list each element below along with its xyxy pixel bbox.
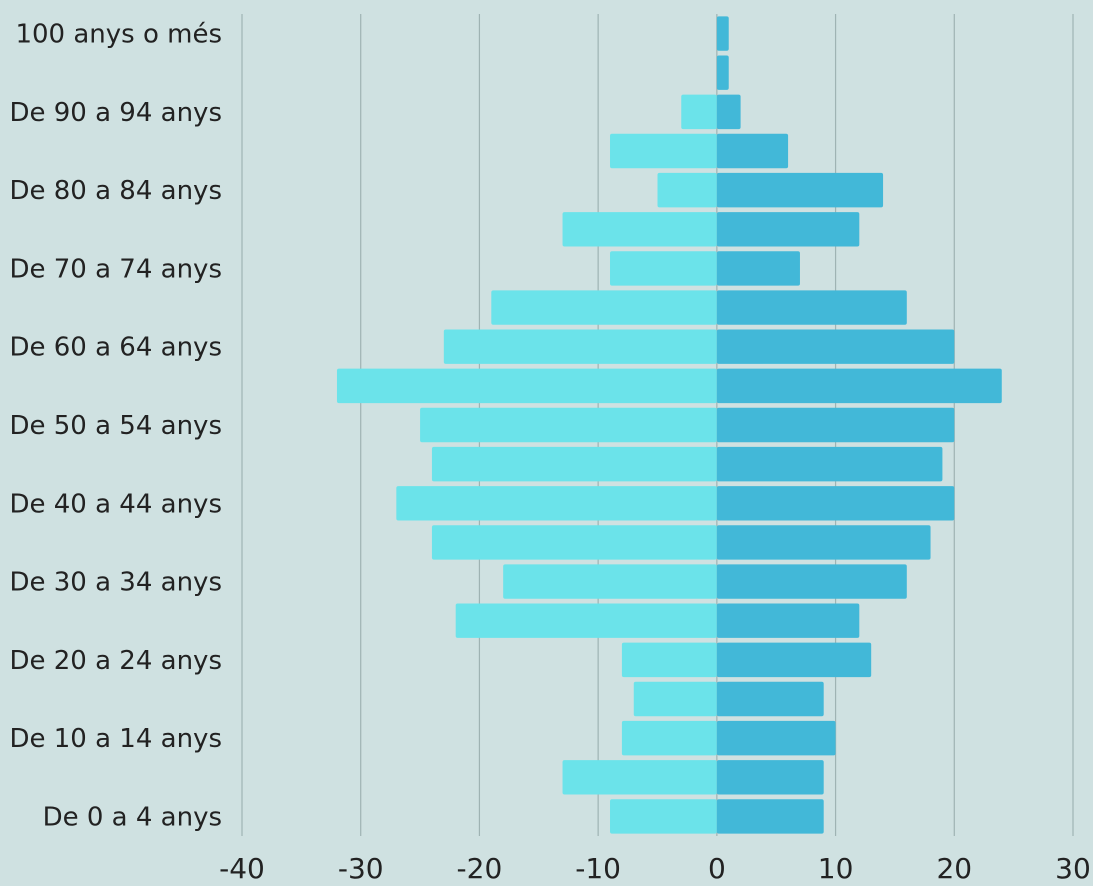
x-tick-label: 0 [708,852,726,882]
bar-series-0-cat-9 [336,368,717,404]
category-label-layer: 100 anys o més De 90 a 94 anys De 80 a 84 … [9,20,222,833]
bar-series-0-cat-14 [503,564,717,599]
bar-series-1-cat-2 [716,94,741,130]
category-label: 100 anys o més [15,20,222,50]
category-label: De 0 a 4 anys [43,802,222,832]
bar-series-0-cat-11 [431,446,717,482]
bar-series-1-cat-17 [716,681,824,717]
bar-series-0-cat-2 [681,94,717,130]
x-tick-label: -40 [219,852,265,882]
category-label: De 10 a 14 anys [9,724,222,754]
bar-series-1-cat-11 [716,446,943,482]
x-tick-label: -30 [338,852,384,882]
bar-series-1-cat-13 [716,525,931,560]
bar-series-1-cat-16 [716,642,872,678]
bar-series-1-cat-4 [716,172,884,208]
bar-series-0-cat-6 [610,251,717,286]
bar-series-0-cat-19 [562,760,717,795]
bar-series-0-cat-8 [443,329,717,364]
bar-series-1-cat-9 [716,368,1002,404]
bar-series-0-cat-16 [621,642,717,678]
bar-series-0-cat-7 [491,290,717,325]
bar-series-0-cat-10 [420,407,717,443]
bar-series-0-cat-5 [562,212,717,247]
bar-series-0-cat-12 [396,486,717,521]
bar-series-1-cat-14 [716,564,907,599]
bar-series-1-cat-19 [716,760,824,795]
bar-series-1-cat-1 [716,55,729,90]
bar-series-1-cat-7 [716,290,907,325]
x-tick-label: 30 [1055,852,1091,882]
category-label: De 60 a 64 anys [9,333,222,363]
x-tick-label: 20 [936,852,972,882]
bar-series-1-cat-18 [716,720,836,756]
category-label: De 70 a 74 anys [9,254,222,284]
x-tick-label: -10 [575,852,621,882]
category-label: De 50 a 54 anys [9,411,222,441]
bar-series-0-cat-18 [621,720,717,756]
bar-series-1-cat-8 [716,329,955,364]
category-label: De 80 a 84 anys [9,176,222,206]
bar-series-0-cat-13 [431,525,717,560]
bar-series-0-cat-17 [633,681,717,717]
bar-series-1-cat-20 [716,799,824,834]
x-tick-layer: -40 -30 -20 -10 0 10 20 30 [219,852,1091,885]
bar-series-0-cat-4 [657,172,717,208]
bar-series-0-cat-3 [610,133,717,169]
category-label: De 30 a 34 anys [9,568,222,598]
bar-series-1-cat-3 [716,133,789,169]
bar-series-1-cat-12 [716,486,955,521]
bar-series-1-cat-6 [716,251,800,286]
category-label: De 40 a 44 anys [9,489,222,519]
bar-series-1-cat-10 [716,407,955,443]
bar-series-1-cat-15 [716,603,860,638]
bar-series-0-cat-15 [455,603,717,638]
category-label: De 20 a 24 anys [9,646,222,676]
x-tick-label: 10 [818,852,854,882]
bar-layer [336,16,1002,834]
bar-series-1-cat-5 [716,212,860,247]
category-label: De 90 a 94 anys [9,98,222,128]
bar-series-1-cat-0 [716,16,729,51]
bar-series-0-cat-20 [610,799,717,834]
x-tick-label: -20 [457,852,503,882]
